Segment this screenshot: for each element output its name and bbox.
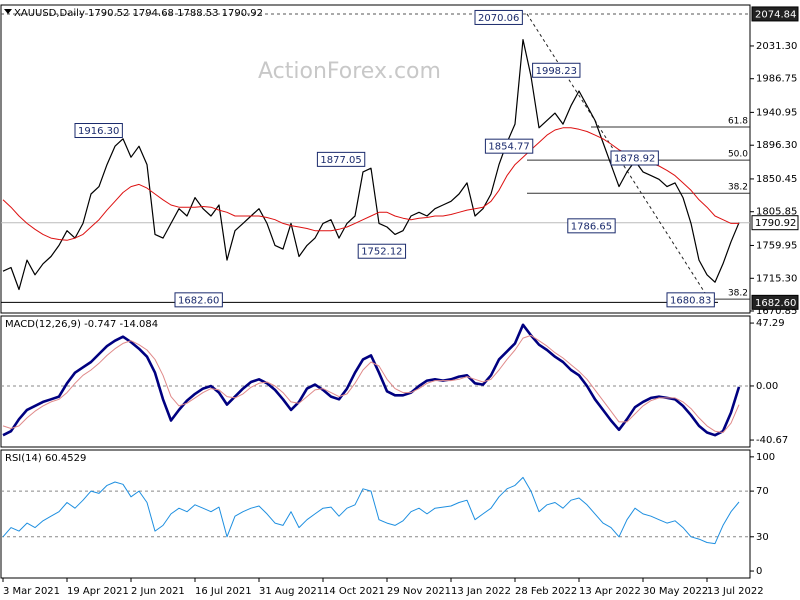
y-tick-label: -40.67 [756,435,788,446]
fib-label: 38.2 [728,183,748,193]
y-tick-label: 1896.30 [756,140,797,151]
axis-marker-label: 1790.92 [755,218,796,229]
x-tick-label: 2 Jun 2021 [131,586,185,597]
price-label: 1854.77 [488,142,529,153]
price-label-box [610,150,659,166]
panel-title: RSI(14) 60.4529 [5,453,86,464]
panel-title: XAUUSD,Daily 1790.52 1794.68 1788.53 179… [14,8,263,19]
y-tick-label: 100 [756,452,775,463]
price-label-box [666,292,715,308]
y-tick-label: 1759.95 [756,240,797,251]
panel-frame [0,449,751,579]
price-label: 1878.92 [614,153,655,164]
y-tick-label: 1670.85 [756,306,797,317]
axis-marker-box [751,6,799,22]
y-tick-label: 1715.30 [756,273,797,284]
y-tick-label: 1805.85 [756,207,797,218]
y-tick-label: 1986.75 [756,74,797,85]
x-tick-label: 13 Jul 2022 [707,586,764,597]
price-label-box [474,9,523,25]
x-tick-label: 19 Apr 2021 [67,586,129,597]
price-label: 2070.06 [478,13,519,24]
fib-label: 50.0 [728,150,748,160]
price-label-box [484,138,534,154]
panel-frame [0,4,751,314]
price-label-box [532,62,581,78]
price-label: 1752.12 [361,247,402,258]
series-line [2,476,740,545]
price-label-box [316,151,366,167]
y-tick-label: 0.00 [756,381,778,392]
price-label-box [357,243,407,259]
series-line [2,39,740,291]
axis-marker-label: 2074.84 [755,9,796,20]
price-label: 1916.30 [78,126,119,137]
fib-label: 38.2 [728,289,748,299]
x-tick-label: 30 May 2022 [643,586,708,597]
y-tick-label: 70 [756,486,769,497]
panel-title: MACD(12,26,9) -0.747 -14.084 [5,319,158,330]
price-label: 1998.23 [536,66,577,77]
series-line [2,323,741,437]
watermark: ActionForex.com [258,59,441,84]
price-label: 1682.60 [178,295,219,306]
y-tick-label: 0 [756,566,762,577]
y-tick-label: 2031.30 [756,41,797,52]
x-tick-label: 28 Feb 2022 [515,586,577,597]
price-label-box [567,218,616,234]
x-tick-label: 31 Aug 2021 [259,586,323,597]
y-tick-label: 1940.95 [756,107,797,118]
x-tick-label: 14 Oct 2021 [323,586,385,597]
panel-frame [0,315,751,448]
title-icon [4,9,12,14]
x-tick-label: 13 Apr 2022 [579,586,641,597]
axis-marker-box [751,215,799,231]
x-tick-label: 13 Jan 2022 [451,586,511,597]
x-tick-label: 16 Jul 2021 [195,586,252,597]
fib-label: 61.8 [728,117,748,127]
series-line [2,334,740,433]
y-tick-label: 30 [756,532,769,543]
x-tick-label: 29 Nov 2021 [387,586,451,597]
x-tick-label: 3 Mar 2021 [3,586,60,597]
price-label-box [174,292,223,308]
y-tick-label: 47.29 [756,318,785,329]
axis-marker-box [751,294,799,310]
axis-marker-label: 1682.60 [755,298,796,309]
price-label-box [74,123,123,139]
price-label: 1877.05 [320,155,361,166]
price-label: 1680.83 [670,295,711,306]
y-tick-label: 1850.45 [756,174,797,185]
series-line [2,127,739,241]
price-label: 1786.65 [571,221,612,232]
